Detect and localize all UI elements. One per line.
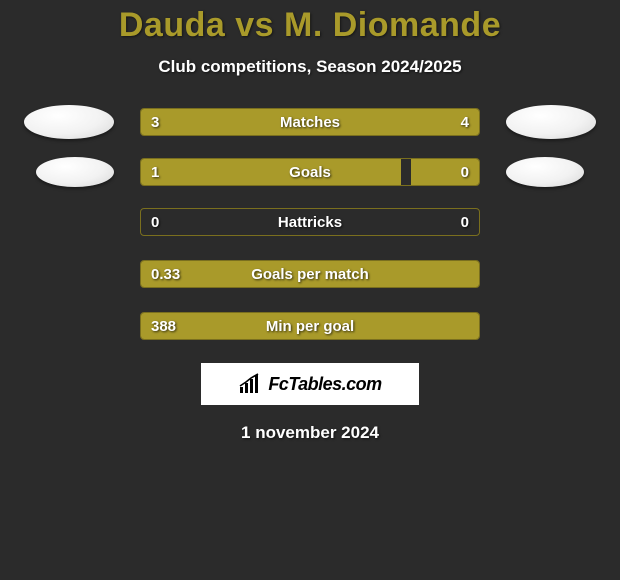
stat-row: 0 0Hattricks xyxy=(24,205,596,239)
bar-fill-right xyxy=(276,109,479,135)
bars-chart-icon xyxy=(238,373,264,395)
ball-placeholder xyxy=(506,205,596,239)
bar-fill-left xyxy=(141,159,401,185)
ball-placeholder xyxy=(506,309,596,343)
ball-icon xyxy=(24,105,114,139)
comparison-infographic: Dauda vs M. Diomande Club competitions, … xyxy=(0,0,620,443)
stat-rows: 34Matches 10Goals 0 0Hattricks 0.33Goals per… xyxy=(24,105,596,361)
stat-bar: 34Matches xyxy=(140,108,480,136)
bar-fill-right xyxy=(411,159,479,185)
stat-row: 34Matches xyxy=(24,105,596,139)
date-label: 1 november 2024 xyxy=(241,423,379,443)
stat-row: 10Goals xyxy=(24,157,596,187)
ball-icon xyxy=(506,157,584,187)
stat-row: 388Min per goal xyxy=(24,309,596,343)
title-player-right: M. Diomande xyxy=(284,6,501,44)
subtitle: Club competitions, Season 2024/2025 xyxy=(158,57,461,77)
stat-label: Hattricks xyxy=(141,209,479,235)
stat-bar: 388Min per goal xyxy=(140,312,480,340)
bar-fill-left xyxy=(141,109,276,135)
bar-fill-left xyxy=(141,313,479,339)
stat-bar: 10Goals xyxy=(140,158,480,186)
ball-placeholder xyxy=(24,205,114,239)
stat-bar: 0 0Hattricks xyxy=(140,208,480,236)
ball-placeholder xyxy=(506,257,596,291)
title-vs: vs xyxy=(235,6,274,44)
logo-text: FcTables.com xyxy=(268,374,381,395)
stat-value-right: 0 xyxy=(461,209,469,235)
ball-placeholder xyxy=(24,257,114,291)
stat-value-left: 0 xyxy=(151,209,159,235)
page-title: Dauda vs M. Diomande xyxy=(119,6,501,45)
logo-box: FcTables.com xyxy=(201,363,419,405)
bar-fill-left xyxy=(141,261,479,287)
stat-row: 0.33Goals per match xyxy=(24,257,596,291)
ball-icon xyxy=(506,105,596,139)
title-player-left: Dauda xyxy=(119,6,225,44)
ball-icon xyxy=(36,157,114,187)
ball-placeholder xyxy=(24,309,114,343)
stat-bar: 0.33Goals per match xyxy=(140,260,480,288)
